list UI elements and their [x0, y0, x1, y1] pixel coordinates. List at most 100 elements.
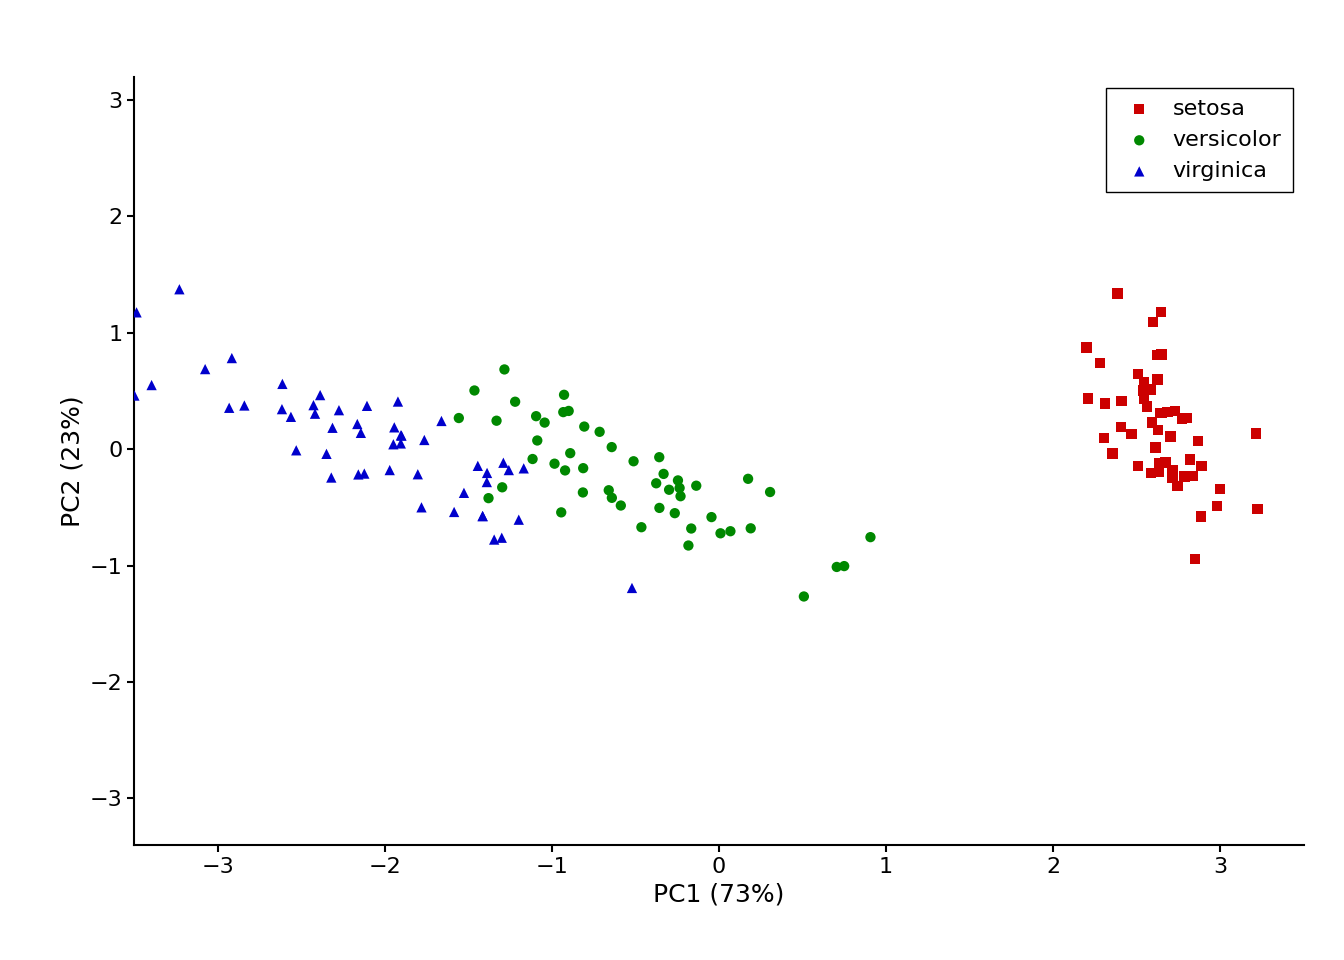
versicolor	[622, 453, 644, 468]
setosa	[1089, 355, 1110, 371]
setosa	[1150, 304, 1172, 320]
virginica	[302, 397, 324, 413]
setosa	[1075, 340, 1097, 355]
versicolor	[669, 480, 691, 495]
versicolor	[573, 485, 594, 500]
setosa	[1141, 382, 1163, 397]
versicolor	[738, 471, 759, 487]
versicolor	[667, 472, 688, 488]
setosa	[1247, 501, 1269, 516]
versicolor	[653, 467, 675, 482]
virginica	[351, 425, 372, 441]
virginica	[444, 504, 465, 519]
setosa	[1161, 462, 1183, 477]
setosa	[1167, 478, 1188, 493]
setosa	[1102, 445, 1124, 461]
virginica	[491, 530, 512, 545]
virginica	[472, 509, 493, 524]
versicolor	[493, 362, 515, 377]
virginica	[379, 463, 401, 478]
setosa	[1093, 430, 1114, 445]
virginica	[309, 388, 331, 403]
virginica	[499, 463, 520, 478]
setosa	[1128, 367, 1149, 382]
virginica	[126, 304, 148, 320]
virginica	[513, 461, 535, 476]
setosa	[1210, 481, 1231, 496]
versicolor	[793, 588, 814, 604]
setosa	[1142, 314, 1164, 329]
virginica	[280, 409, 301, 424]
setosa	[1141, 466, 1163, 481]
setosa	[1146, 348, 1168, 363]
virginica	[285, 443, 306, 458]
virginica	[168, 281, 190, 297]
setosa	[1121, 426, 1142, 442]
virginica	[493, 455, 515, 470]
virginica	[391, 428, 413, 444]
versicolor	[759, 485, 781, 500]
setosa	[1107, 286, 1129, 301]
virginica	[468, 458, 489, 473]
versicolor	[598, 483, 620, 498]
setosa	[1150, 347, 1172, 362]
setosa	[1160, 429, 1181, 444]
setosa	[1150, 405, 1172, 420]
virginica	[484, 532, 505, 547]
virginica	[508, 512, 530, 527]
virginica	[271, 401, 293, 417]
setosa	[1078, 391, 1099, 406]
setosa	[1111, 394, 1133, 409]
virginica	[316, 446, 337, 462]
virginica	[348, 467, 370, 482]
virginica	[347, 417, 368, 432]
virginica	[383, 437, 405, 452]
versicolor	[527, 433, 548, 448]
virginica	[356, 398, 378, 414]
virginica	[476, 474, 497, 490]
versicolor	[485, 413, 507, 428]
setosa	[1133, 391, 1154, 406]
setosa	[1148, 465, 1169, 480]
setosa	[1141, 415, 1163, 430]
setosa	[1184, 551, 1206, 566]
versicolor	[601, 440, 622, 455]
versicolor	[574, 419, 595, 434]
virginica	[407, 467, 429, 482]
versicolor	[649, 500, 671, 516]
versicolor	[552, 404, 574, 420]
versicolor	[669, 489, 691, 504]
versicolor	[659, 482, 680, 497]
virginica	[390, 427, 411, 443]
virginica	[304, 406, 325, 421]
versicolor	[700, 510, 722, 525]
versicolor	[645, 475, 667, 491]
virginica	[321, 420, 343, 436]
virginica	[353, 466, 375, 481]
versicolor	[554, 463, 575, 478]
versicolor	[601, 491, 622, 506]
versicolor	[630, 519, 652, 535]
setosa	[1136, 398, 1157, 414]
versicolor	[610, 498, 632, 514]
versicolor	[573, 461, 594, 476]
setosa	[1154, 455, 1176, 470]
setosa	[1164, 403, 1185, 419]
setosa	[1173, 468, 1195, 484]
setosa	[1128, 459, 1149, 474]
versicolor	[710, 526, 731, 541]
setosa	[1171, 411, 1192, 426]
Legend: setosa, versicolor, virginica: setosa, versicolor, virginica	[1106, 88, 1293, 192]
versicolor	[544, 456, 566, 471]
versicolor	[534, 415, 555, 430]
setosa	[1146, 422, 1168, 438]
virginica	[74, 412, 95, 427]
versicolor	[492, 480, 513, 495]
virginica	[234, 397, 255, 413]
virginica	[141, 377, 163, 393]
versicolor	[677, 538, 699, 553]
versicolor	[558, 403, 579, 419]
setosa	[1157, 404, 1179, 420]
virginica	[195, 361, 216, 376]
X-axis label: PC1 (73%): PC1 (73%)	[653, 882, 785, 906]
